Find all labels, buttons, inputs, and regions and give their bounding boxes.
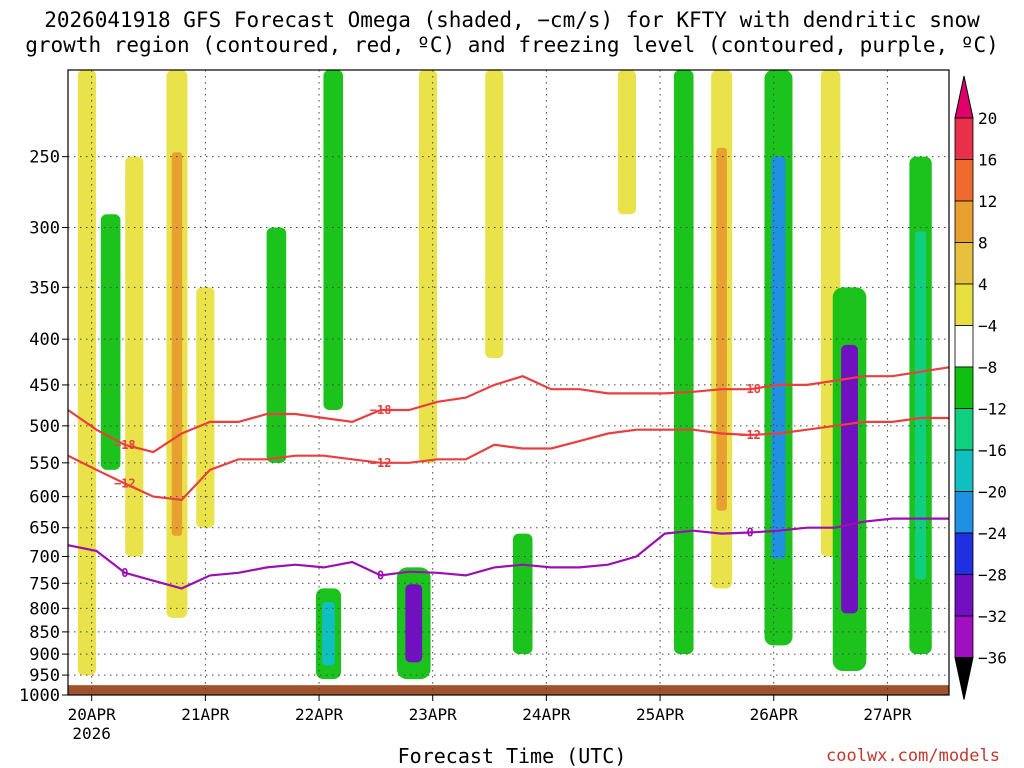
plot-area: −12 −12 −12 −18 −18 −18 0 0 0 [67,69,950,696]
omega-region-core [914,231,927,580]
colorbar-box [954,574,974,617]
colorbar-label: −24 [978,524,1007,543]
contour-label: 0 [121,566,128,580]
y-tick-label: 550 [29,454,60,474]
x-year-label: 2026 [72,724,111,743]
colorbar-box [954,242,974,285]
y-tick-label: 600 [29,488,60,508]
omega-region [485,70,504,359]
chart-title-line-1: 2026041918 GFS Forecast Omega (shaded, −… [44,8,980,32]
colorbar-bottom-arrow [954,657,974,700]
y-tick-label: 950 [29,666,60,686]
colorbar-box [954,491,974,534]
colorbar-top-arrow [954,75,974,119]
colorbar-label: −20 [978,483,1007,502]
contour-dgz-12 [67,416,949,502]
colorbar-box [954,200,974,243]
y-tick-label: 650 [29,519,60,539]
colorbar-label: −8 [978,358,997,377]
contour-label: −12 [739,428,761,442]
omega-region-core [716,147,727,511]
omega-region-core [771,156,786,560]
colorbar-label: 12 [978,192,997,211]
colorbar-box [954,449,974,492]
chart-title-line-2: growth region (contoured, red, ºC) and f… [25,33,999,57]
colorbar-label: −12 [978,400,1007,419]
contour-label: −18 [114,438,136,452]
colorbar: 20 16 12 8 4 −4 −8 −12 −16 −20 −24 −28 −32 −36 [954,75,1007,700]
contour-label: 0 [377,568,384,582]
colorbar-box [954,117,974,160]
omega-region [196,287,215,528]
y-tick-label: 850 [29,623,60,643]
omega-region [673,70,694,655]
omega-region [617,70,637,215]
omega-region [512,533,533,655]
colorbar-box [954,159,974,202]
colorbar-label: −16 [978,441,1007,460]
terrain-band [68,685,949,695]
colorbar-box [954,408,974,451]
colorbar-label: 20 [978,109,997,128]
contour-label: 0 [746,525,753,539]
colorbar-box [954,532,974,575]
colorbar-label: −28 [978,566,1007,585]
colorbar-label: −32 [978,607,1007,626]
plot-background [68,70,949,695]
colorbar-label: 16 [978,151,997,170]
y-tick-label: 900 [29,645,60,665]
x-tick-label: 23APR [409,705,458,724]
x-tick-label: 22APR [295,705,344,724]
contour-dgz-18 [67,366,950,454]
gridlines [68,70,949,695]
omega-region [77,70,97,676]
colorbar-label: −4 [978,317,997,336]
x-tick-label: 20APR [68,705,117,724]
omega-shading [77,70,932,680]
colorbar-box [954,325,974,368]
y-tick-label: 750 [29,574,60,594]
omega-region [125,156,144,557]
plot-frame [67,69,950,696]
omega-region [323,70,344,410]
x-tick-label: 27APR [863,705,912,724]
y-tick-label: 800 [29,599,60,619]
y-tick-label: 700 [29,547,60,567]
y-tick-label: 250 [29,148,60,168]
x-tick-label: 26APR [750,705,799,724]
y-tick-label: 400 [29,330,60,350]
x-tick-label: 24APR [522,705,571,724]
y-tick-label: 450 [29,376,60,396]
colorbar-label: 4 [978,275,988,294]
colorbar-label: −36 [978,649,1007,668]
y-tick-label: 300 [29,218,60,238]
source-credit: coolwx.com/models [826,746,1000,766]
x-axis-label: Forecast Time (UTC) [397,744,627,768]
contour-label: −18 [370,403,392,417]
contour-label: −12 [370,456,392,470]
contour-freezing-0 [67,517,949,590]
contour-label: −12 [114,476,136,490]
x-axis: 20APR 21APR 22APR 23APR 24APR 25APR 26APR 27APR… [68,695,912,743]
contour-label: −18 [739,382,761,396]
x-tick-label: 21APR [181,705,230,724]
y-tick-label: 1000 [19,686,60,706]
colorbar-box [954,615,974,658]
colorbar-box [954,366,974,409]
y-tick-label: 350 [29,278,60,298]
omega-region-core [841,344,858,614]
colorbar-label: 8 [978,234,988,253]
omega-region-core [322,602,335,666]
y-axis: 2503003504004505005506006507007508008509… [19,148,68,706]
omega-region [266,227,287,463]
colorbar-box [954,283,974,326]
x-tick-label: 25APR [636,705,685,724]
y-tick-label: 500 [29,417,60,437]
omega-region [100,214,121,470]
omega-region-core [405,584,423,663]
omega-region-core [171,152,183,536]
